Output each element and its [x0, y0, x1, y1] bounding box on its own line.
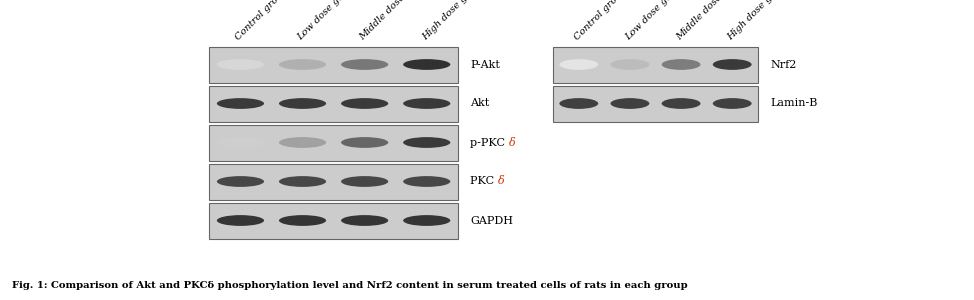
- Ellipse shape: [217, 137, 264, 148]
- Text: δ: δ: [509, 137, 515, 148]
- Ellipse shape: [217, 176, 264, 187]
- Ellipse shape: [403, 176, 450, 187]
- Bar: [209, 124, 458, 160]
- Ellipse shape: [559, 98, 598, 109]
- Text: PKC: PKC: [470, 176, 498, 187]
- Ellipse shape: [403, 137, 450, 148]
- Text: Middle dose group: Middle dose group: [358, 0, 431, 42]
- Ellipse shape: [341, 59, 389, 70]
- Text: High dose group: High dose group: [726, 0, 791, 42]
- Text: Lamin-B: Lamin-B: [770, 98, 818, 109]
- Ellipse shape: [661, 98, 700, 109]
- Ellipse shape: [713, 59, 752, 70]
- Ellipse shape: [279, 215, 326, 226]
- Ellipse shape: [559, 59, 598, 70]
- Text: Akt: Akt: [470, 98, 490, 109]
- Text: Low dose group: Low dose group: [623, 0, 686, 42]
- Text: δ: δ: [498, 176, 505, 187]
- Ellipse shape: [279, 176, 326, 187]
- Ellipse shape: [661, 59, 700, 70]
- Bar: [553, 46, 758, 82]
- Text: High dose group: High dose group: [421, 0, 485, 42]
- Ellipse shape: [611, 98, 650, 109]
- Ellipse shape: [217, 215, 264, 226]
- Ellipse shape: [713, 98, 752, 109]
- Ellipse shape: [279, 59, 326, 70]
- Text: Control group: Control group: [573, 0, 628, 42]
- Bar: [553, 85, 758, 122]
- Ellipse shape: [341, 215, 389, 226]
- Bar: [209, 85, 458, 122]
- Text: P-Akt: P-Akt: [470, 59, 501, 70]
- Ellipse shape: [403, 59, 450, 70]
- Ellipse shape: [341, 98, 389, 109]
- Bar: [209, 164, 458, 200]
- Text: Middle dose group: Middle dose group: [675, 0, 747, 42]
- Text: Nrf2: Nrf2: [770, 59, 797, 70]
- Ellipse shape: [279, 98, 326, 109]
- Ellipse shape: [279, 137, 326, 148]
- Ellipse shape: [403, 215, 450, 226]
- Ellipse shape: [403, 98, 450, 109]
- Bar: [209, 46, 458, 82]
- Ellipse shape: [341, 176, 389, 187]
- Bar: [209, 202, 458, 238]
- Ellipse shape: [217, 98, 264, 109]
- Ellipse shape: [611, 59, 650, 70]
- Ellipse shape: [217, 59, 264, 70]
- Text: Control group: Control group: [234, 0, 289, 42]
- Text: Fig. 1: Comparison of Akt and PKCδ phosphorylation level and Nrf2 content in ser: Fig. 1: Comparison of Akt and PKCδ phosp…: [12, 281, 688, 290]
- Text: Low dose group: Low dose group: [296, 0, 358, 42]
- Text: GAPDH: GAPDH: [470, 215, 513, 226]
- Ellipse shape: [341, 137, 389, 148]
- Text: p-PKC: p-PKC: [470, 137, 509, 148]
